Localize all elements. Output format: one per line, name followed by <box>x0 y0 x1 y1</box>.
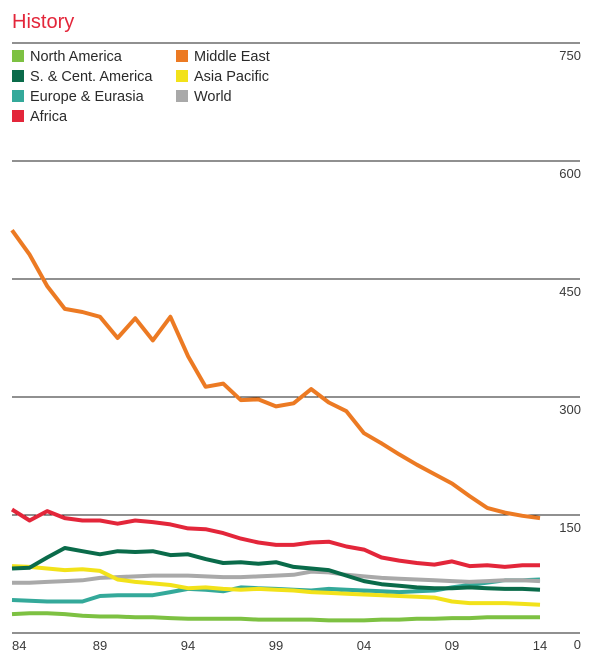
gridlines <box>12 42 580 634</box>
x-tick-label-99: 99 <box>269 638 283 653</box>
legend: North America S. & Cent. America Europe & … <box>12 49 270 125</box>
x-tick-label-94: 94 <box>181 638 195 653</box>
series-line-world <box>12 569 541 585</box>
legend-label-europe-eurasia: Europe & Eurasia <box>30 89 145 105</box>
x-tick-label-14: 14 <box>533 638 547 653</box>
legend-swatch-europe-eurasia <box>12 90 24 102</box>
legend-label-asia-pacific: Asia Pacific <box>194 69 269 85</box>
series-lines <box>10 229 541 623</box>
legend-label-africa: Africa <box>30 109 68 125</box>
legend-swatch-middle-east <box>176 50 188 62</box>
legend-label-s-cent-america: S. & Cent. America <box>30 69 153 85</box>
y-tick-label-450: 450 <box>559 284 581 299</box>
x-tick-label-09: 09 <box>445 638 459 653</box>
series-line-middle-east <box>10 229 541 521</box>
legend-label-world: World <box>194 89 232 105</box>
legend-swatch-north-america <box>12 50 24 62</box>
series-line-s-cent-america <box>11 546 541 592</box>
legend-swatch-asia-pacific <box>176 70 188 82</box>
series-line-north-america <box>11 611 540 623</box>
y-tick-label-150: 150 <box>559 520 581 535</box>
series-line-asia-pacific <box>11 564 541 607</box>
legend-swatch-world <box>176 90 188 102</box>
legend-swatch-africa <box>12 110 24 122</box>
y-tick-label-0: 0 <box>574 637 581 652</box>
legend-label-middle-east: Middle East <box>194 49 270 65</box>
legend-swatch-s-cent-america <box>12 70 24 82</box>
x-tick-label-89: 89 <box>93 638 107 653</box>
y-tick-label-300: 300 <box>559 402 581 417</box>
x-tick-label-84: 84 <box>12 638 26 653</box>
x-tick-label-04: 04 <box>357 638 371 653</box>
chart-title: History <box>12 11 74 33</box>
legend-label-north-america: North America <box>30 49 123 65</box>
y-tick-label-600: 600 <box>559 166 581 181</box>
series-line-africa <box>10 507 540 569</box>
y-tick-label-750: 750 <box>559 48 581 63</box>
axis-ticks: 0 150 300 450 600 750 84 89 94 99 04 09 14 <box>12 48 581 653</box>
